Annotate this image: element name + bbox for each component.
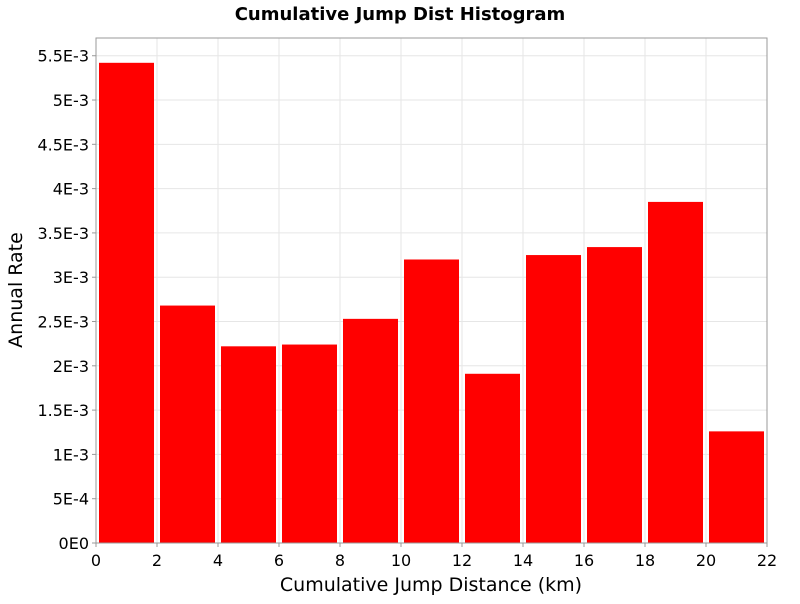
y-tick-label-6: 3E-3 <box>53 268 89 287</box>
x-tick-label-0: 0 <box>91 551 101 570</box>
x-tick-label-3: 6 <box>274 551 284 570</box>
bar-1 <box>160 306 215 543</box>
histogram-chart: Cumulative Jump Dist Histogram 0 2 4 6 8 10 12… <box>0 0 800 600</box>
x-tick-label-4: 8 <box>335 551 345 570</box>
y-axis-label: Annual Rate <box>5 232 27 348</box>
y-tick-label-8: 4E-3 <box>53 180 89 199</box>
bar-0 <box>99 63 154 543</box>
y-tick-label-5: 2.5E-3 <box>37 313 89 332</box>
x-tick-label-5: 10 <box>391 551 411 570</box>
bar-4 <box>343 319 398 543</box>
y-tick-label-9: 4.5E-3 <box>37 135 89 154</box>
bar-7 <box>526 255 581 543</box>
x-tick-label-2: 4 <box>213 551 223 570</box>
y-tick-label-11: 5.5E-3 <box>37 47 89 66</box>
x-tick-label-7: 14 <box>513 551 533 570</box>
chart-title: Cumulative Jump Dist Histogram <box>235 4 566 25</box>
bar-2 <box>221 346 276 543</box>
bar-3 <box>282 345 337 543</box>
y-tick-label-3: 1.5E-3 <box>37 401 89 420</box>
bar-9 <box>648 202 703 543</box>
bar-10 <box>709 431 764 543</box>
chart-canvas: Cumulative Jump Dist Histogram 0 2 4 6 8 10 12… <box>0 0 800 600</box>
y-tick-label-4: 2E-3 <box>53 357 89 376</box>
x-axis-label: Cumulative Jump Distance (km) <box>280 574 582 596</box>
x-tick-label-6: 12 <box>452 551 472 570</box>
x-tick-label-9: 18 <box>635 551 655 570</box>
x-tick-label-1: 2 <box>152 551 162 570</box>
x-axis-ticks: 0 2 4 6 8 10 12 14 16 18 20 22 <box>91 543 777 570</box>
bar-8 <box>587 247 642 543</box>
y-tick-label-7: 3.5E-3 <box>37 224 89 243</box>
y-tick-label-2: 1E-3 <box>53 445 89 464</box>
bar-5 <box>404 259 459 543</box>
x-tick-label-11: 22 <box>757 551 777 570</box>
bar-6 <box>465 374 520 543</box>
y-tick-label-1: 5E-4 <box>53 490 89 509</box>
x-tick-label-8: 16 <box>574 551 594 570</box>
x-tick-label-10: 20 <box>696 551 716 570</box>
y-axis-ticks: 0E0 5E-4 1E-3 1.5E-3 2E-3 2.5E-3 3E-3 3.5E-3 4E-… <box>37 47 96 553</box>
y-tick-label-0: 0E0 <box>59 534 89 553</box>
y-tick-label-10: 5E-3 <box>53 91 89 110</box>
